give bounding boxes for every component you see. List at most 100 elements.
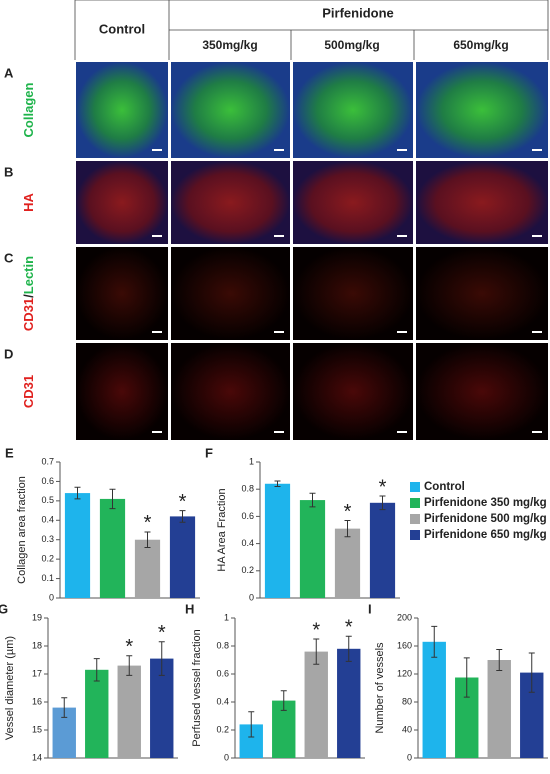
y-tick-label: 120 — [397, 668, 412, 678]
bar — [64, 493, 91, 598]
y-tick-label: 0 — [249, 592, 254, 602]
micrograph — [76, 247, 168, 340]
y-tick-label: 0.1 — [41, 573, 54, 583]
error-bar — [528, 652, 535, 693]
y-tick-label: 40 — [402, 724, 412, 734]
legend-swatch — [410, 530, 420, 540]
row-label-part: / — [21, 294, 36, 298]
micrograph — [171, 161, 290, 244]
significance-marker: * — [345, 616, 353, 638]
y-tick-label: 0.4 — [216, 696, 229, 706]
y-axis-label: Perfused vessel fraction — [191, 629, 203, 746]
error-bar — [431, 625, 438, 658]
panel-letter: E — [5, 445, 14, 460]
row-label-part: Collagen — [21, 82, 36, 137]
y-tick-label: 0.4 — [241, 538, 254, 548]
dose-header: 500mg/kg — [324, 38, 379, 52]
error-bar — [93, 658, 100, 682]
error-bar — [379, 495, 386, 511]
micrograph — [293, 247, 413, 340]
micrograph — [76, 343, 168, 440]
legend-swatch — [410, 482, 420, 492]
micrograph — [293, 62, 413, 158]
y-tick-label: 0 — [49, 592, 54, 602]
bar — [169, 516, 196, 598]
significance-marker: * — [312, 619, 320, 641]
micrograph — [416, 161, 548, 244]
bar — [422, 641, 446, 758]
error-bar — [109, 488, 116, 510]
y-tick-label: 1 — [249, 456, 254, 466]
error-bar — [144, 531, 151, 548]
bar — [99, 498, 126, 598]
bar — [487, 660, 511, 758]
legend-label: Pirfenidone 500 mg/kg — [424, 513, 547, 525]
y-tick-label: 0.8 — [241, 484, 254, 494]
row-label-part: HA — [21, 193, 36, 212]
error-bar — [496, 649, 503, 671]
error-bar — [463, 657, 470, 698]
row-label-part: CD31 — [21, 375, 36, 408]
bar — [134, 539, 161, 598]
error-bar — [274, 480, 281, 487]
micrograph — [416, 343, 548, 440]
y-axis-label: Collagen area fraction — [16, 476, 28, 584]
error-bar — [280, 690, 287, 711]
y-tick-label: 18 — [32, 640, 42, 650]
bar — [304, 651, 328, 758]
micrograph — [171, 247, 290, 340]
row-label: CD31 — [21, 375, 36, 408]
error-bar — [74, 486, 81, 500]
y-axis-label: Vessel diameter (µm) — [4, 636, 16, 740]
y-tick-label: 0.8 — [216, 640, 229, 650]
y-tick-label: 0.2 — [241, 565, 254, 575]
bar — [455, 677, 479, 758]
significance-marker: * — [125, 636, 133, 658]
significance-marker: * — [344, 501, 352, 523]
row-label: CD31/Lectin — [21, 256, 36, 331]
y-tick-label: 160 — [397, 640, 412, 650]
bar — [264, 483, 291, 598]
legend-label: Control — [424, 481, 465, 493]
y-tick-label: 200 — [397, 612, 412, 622]
bar — [52, 707, 76, 758]
column-header: Pirfenidone — [322, 5, 394, 20]
column-header: Control — [99, 21, 145, 36]
micrograph — [171, 62, 290, 158]
panel-letter: G — [0, 601, 8, 616]
y-axis-label: Number of vessels — [374, 642, 386, 734]
bar — [117, 665, 141, 758]
row-letter: C — [4, 250, 14, 265]
micrograph — [76, 161, 168, 244]
y-tick-label: 0.5 — [41, 495, 54, 505]
bar — [272, 700, 296, 758]
y-tick-label: 0.6 — [241, 511, 254, 521]
error-bar — [61, 697, 68, 718]
significance-marker: * — [158, 622, 166, 644]
error-bar — [126, 655, 133, 676]
error-bar — [158, 641, 165, 676]
panel-letter: I — [368, 601, 372, 616]
y-tick-label: 16 — [32, 696, 42, 706]
y-tick-label: 15 — [32, 724, 42, 734]
error-bar — [313, 638, 320, 665]
legend-swatch — [410, 498, 420, 508]
y-tick-label: 0.6 — [41, 476, 54, 486]
y-tick-label: 0.3 — [41, 534, 54, 544]
bar — [337, 648, 361, 758]
panel-letter: H — [185, 601, 194, 616]
error-bar — [179, 510, 186, 523]
y-tick-label: 0.2 — [41, 554, 54, 564]
y-axis-label: HA Area Fraction — [216, 488, 228, 571]
significance-marker: * — [379, 476, 387, 498]
row-letter: B — [4, 164, 13, 179]
error-bar — [309, 492, 316, 508]
micrograph — [76, 62, 168, 158]
row-label: HA — [21, 193, 36, 212]
y-tick-label: 19 — [32, 612, 42, 622]
y-tick-label: 0 — [224, 752, 229, 762]
legend-label: Pirfenidone 350 mg/kg — [424, 497, 547, 509]
micrograph — [293, 343, 413, 440]
error-bar — [344, 519, 351, 538]
